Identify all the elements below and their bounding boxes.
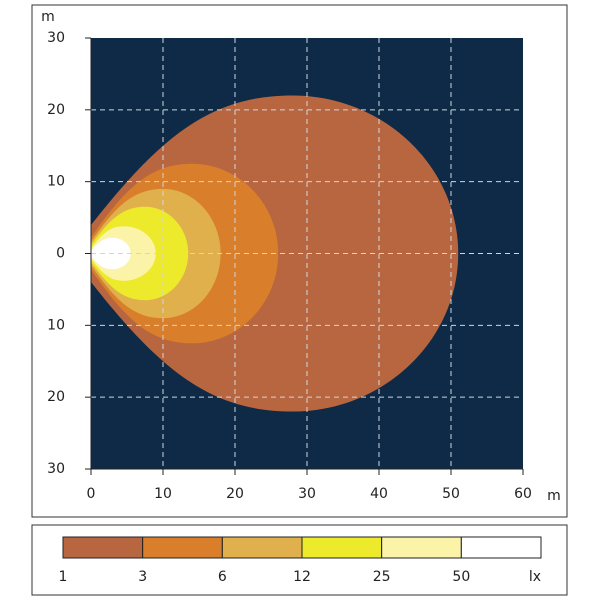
- y-tick-label: 30: [47, 30, 65, 46]
- legend-label: 1: [59, 569, 68, 585]
- x-tick-label: 0: [87, 486, 96, 502]
- x-tick-label: 60: [514, 486, 532, 502]
- x-tick-label: 20: [226, 486, 244, 502]
- legend-unit: lx: [529, 569, 541, 585]
- y-unit: m: [41, 9, 55, 25]
- legend-label: 25: [373, 569, 391, 585]
- y-tick-label: 20: [47, 102, 65, 118]
- x-tick-label: 50: [442, 486, 460, 502]
- legend-swatch: [381, 536, 462, 559]
- x-tick-label: 10: [154, 486, 172, 502]
- x-tick-label: 30: [298, 486, 316, 502]
- legend-label: 6: [218, 569, 227, 585]
- y-tick-label: 20: [47, 389, 65, 405]
- legend-swatch: [142, 536, 223, 559]
- legend-label: 50: [452, 569, 470, 585]
- y-tick-label: 10: [47, 174, 65, 190]
- legend-label: 12: [293, 569, 311, 585]
- y-tick-label: 10: [47, 317, 65, 333]
- legend-label: 3: [138, 569, 147, 585]
- legend-swatch: [460, 536, 542, 559]
- chart-frame: [31, 4, 568, 518]
- legend-frame: [31, 524, 568, 596]
- y-tick-label: 0: [56, 246, 65, 262]
- legend-swatch: [301, 536, 383, 559]
- x-unit: m: [547, 488, 561, 504]
- legend-swatch: [221, 536, 303, 559]
- x-tick-label: 40: [370, 486, 388, 502]
- y-tick-label: 30: [47, 461, 65, 477]
- legend-swatch: [62, 536, 144, 559]
